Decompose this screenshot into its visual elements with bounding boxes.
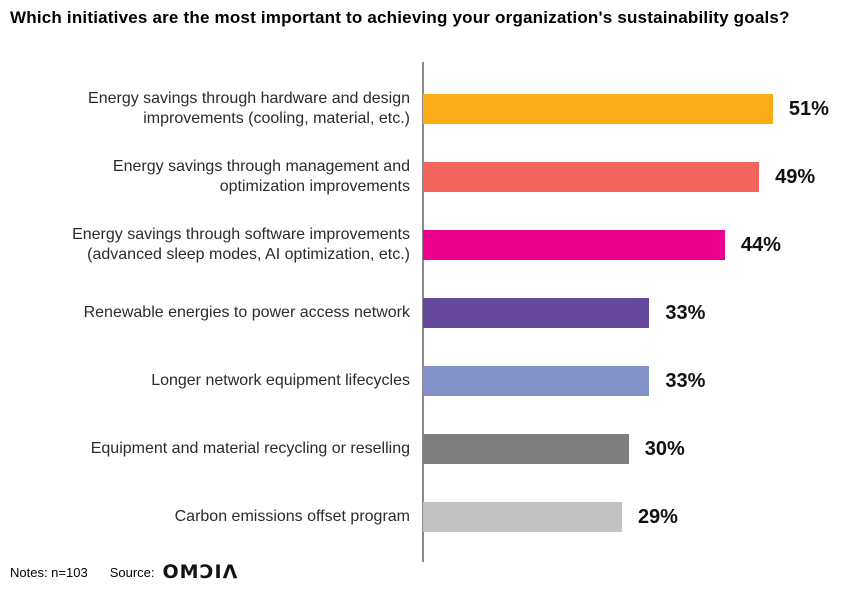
value-label: 29% bbox=[637, 505, 678, 528]
value-label: 33% bbox=[665, 301, 706, 324]
bar-row-hardware-design: Energy savings through hardware and desi… bbox=[0, 75, 852, 143]
bar-hardware-design bbox=[423, 94, 773, 124]
bar-management-optimization bbox=[423, 162, 760, 192]
category-label: Longer network equipment lifecycles bbox=[151, 372, 410, 389]
bar-software bbox=[423, 230, 725, 260]
footer: Notes: n=103 Source: OMƆIΛ bbox=[10, 563, 238, 582]
bar-row-equipment-lifecycles: Longer network equipment lifecycles 33% bbox=[0, 347, 852, 415]
category-label: Equipment and material recycling or rese… bbox=[90, 440, 410, 457]
bar-rows: Energy savings through hardware and desi… bbox=[0, 75, 852, 551]
value-label: 51% bbox=[788, 97, 829, 120]
bar-equipment-lifecycles bbox=[423, 366, 650, 396]
bar-chart: Energy savings through hardware and desi… bbox=[0, 62, 852, 562]
category-label: Renewable energies to power access netwo… bbox=[83, 304, 410, 321]
bar-row-renewable-energies: Renewable energies to power access netwo… bbox=[0, 279, 852, 347]
notes-text: Notes: n=103 bbox=[10, 565, 88, 580]
value-label: 33% bbox=[665, 369, 706, 392]
bar-row-carbon-offset: Carbon emissions offset program 29% bbox=[0, 483, 852, 551]
bar-row-recycling-reselling: Equipment and material recycling or rese… bbox=[0, 415, 852, 483]
bar-recycling-reselling bbox=[423, 434, 629, 464]
chart-title: Which initiatives are the most important… bbox=[10, 8, 790, 27]
value-label: 49% bbox=[775, 165, 816, 188]
bar-carbon-offset bbox=[423, 502, 622, 532]
bar-row-software: Energy savings through software improvem… bbox=[0, 211, 852, 279]
category-label: Energy savings through management and op… bbox=[112, 158, 410, 195]
omdia-logo: OMƆIΛ bbox=[162, 561, 239, 583]
category-label: Energy savings through software improvem… bbox=[72, 226, 410, 263]
category-label: Carbon emissions offset program bbox=[174, 508, 410, 525]
bar-renewable-energies bbox=[423, 298, 650, 328]
bar-row-management-optimization: Energy savings through management and op… bbox=[0, 143, 852, 211]
value-label: 30% bbox=[644, 437, 685, 460]
category-label: Energy savings through hardware and desi… bbox=[88, 90, 410, 127]
value-label: 44% bbox=[740, 233, 781, 256]
source-label: Source: bbox=[109, 565, 155, 580]
